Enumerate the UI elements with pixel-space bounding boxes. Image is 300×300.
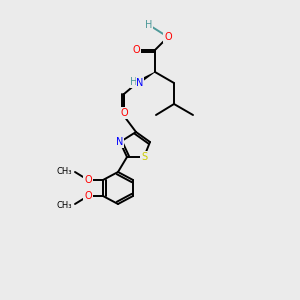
Polygon shape [136, 72, 155, 85]
Text: H: H [145, 20, 153, 30]
Text: CH₃: CH₃ [56, 200, 72, 209]
Text: O: O [132, 45, 140, 55]
Text: H: H [130, 77, 138, 87]
Text: N: N [136, 78, 144, 88]
Text: S: S [141, 152, 147, 162]
Text: N: N [116, 137, 124, 147]
Text: O: O [120, 108, 128, 118]
Text: O: O [84, 175, 92, 185]
Text: O: O [84, 191, 92, 201]
Text: O: O [164, 32, 172, 42]
Text: CH₃: CH₃ [56, 167, 72, 176]
